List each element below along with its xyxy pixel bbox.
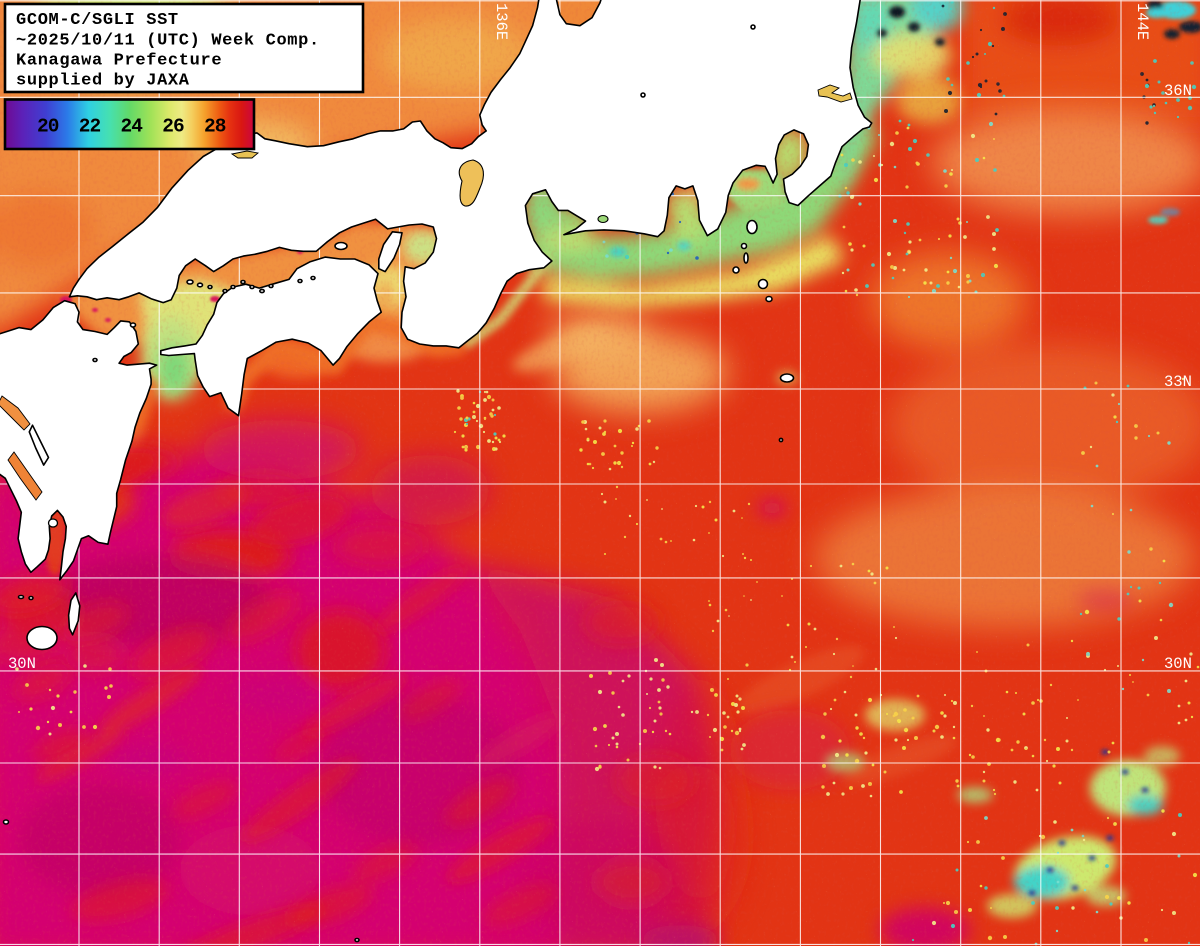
svg-text:36N: 36N	[1164, 82, 1192, 100]
svg-text:26: 26	[162, 116, 184, 138]
svg-text:33N: 33N	[8, 373, 36, 391]
svg-text:20: 20	[37, 116, 59, 138]
svg-text:30N: 30N	[1164, 655, 1192, 673]
svg-text:30N: 30N	[8, 655, 36, 673]
svg-text:28: 28	[204, 116, 226, 138]
svg-text:Kanagawa Prefecture: Kanagawa Prefecture	[16, 52, 222, 71]
svg-text:~2025/10/11 (UTC) Week Comp.: ~2025/10/11 (UTC) Week Comp.	[16, 32, 320, 51]
svg-text:GCOM-C/SGLI SST: GCOM-C/SGLI SST	[16, 11, 179, 30]
svg-text:33N: 33N	[1164, 373, 1192, 391]
svg-text:supplied by JAXA: supplied by JAXA	[16, 72, 190, 91]
svg-text:144E: 144E	[1133, 3, 1151, 40]
svg-text:22: 22	[79, 116, 101, 138]
svg-text:24: 24	[121, 116, 144, 138]
svg-text:136E: 136E	[492, 3, 510, 40]
